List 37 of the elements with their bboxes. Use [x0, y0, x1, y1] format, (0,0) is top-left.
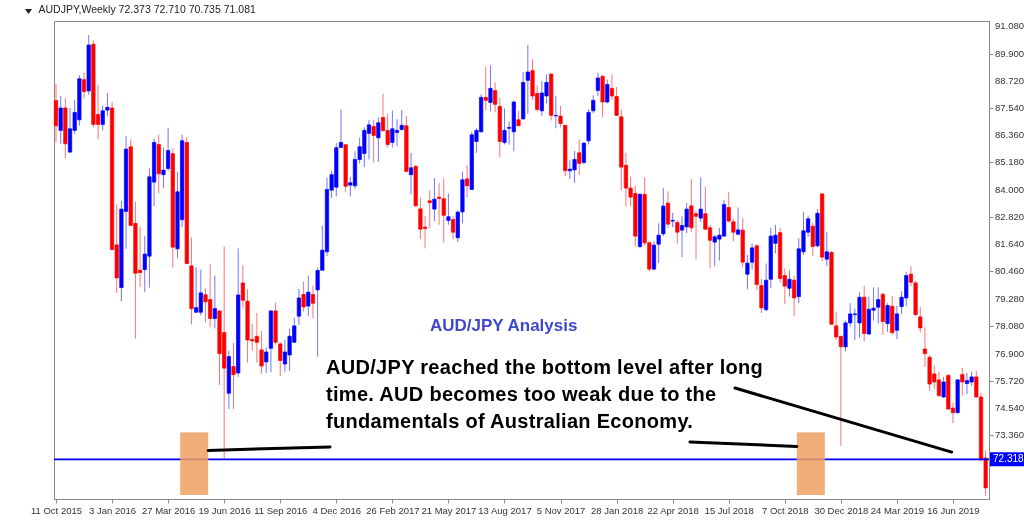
x-tick-label: 26 Feb 2017	[366, 504, 420, 516]
y-tick-label: 81.640	[995, 238, 1024, 250]
y-tick-label: 87.540	[995, 102, 1024, 114]
x-tick-label: 15 Jul 2018	[704, 504, 754, 516]
x-tick-label: 7 Oct 2018	[762, 504, 809, 516]
y-tick-label: 88.720	[995, 74, 1024, 86]
x-tick-label: 11 Oct 2015	[30, 504, 83, 516]
x-tick-label: 28 Jan 2018	[590, 504, 644, 516]
y-tick-label: 76.900	[995, 347, 1024, 359]
y-tick-label: 82.820	[995, 210, 1024, 222]
y-tick-label: 74.540	[995, 402, 1024, 414]
text: AUD/JPY Analysis	[430, 316, 578, 336]
ref-line-label: 72.318	[993, 453, 1024, 465]
x-tick-label: 27 Mar 2016	[141, 504, 196, 516]
y-tick-label: 89.900	[995, 47, 1024, 59]
y-tick-label: 73.360	[995, 429, 1024, 441]
x-tick-label: 19 Jun 2016	[198, 504, 251, 516]
x-tick-label: 22 Apr 2018	[647, 504, 699, 516]
x-tick-label: 21 May 2017	[421, 504, 477, 516]
annotation: AUD/JPY reached the bottom level after long time. AUD becomes too weak due to the fundamentals of Australian Economy.	[326, 355, 765, 434]
x-tick-label: 5 Nov 2017	[536, 504, 586, 516]
y-tick-label: 84.000	[995, 183, 1024, 195]
y-tick-label: 85.180	[995, 156, 1024, 168]
y-tick-label: 78.080	[995, 320, 1024, 332]
x-tick-label: 24 Mar 2019	[870, 504, 925, 516]
x-tick-label: 13 Aug 2017	[478, 504, 532, 516]
x-tick-label: 30 Dec 2018	[814, 504, 869, 516]
y-tick-label: 91.080	[995, 20, 1024, 32]
chart-title: AUDJPY,Weekly 72.373 72.710 70.735 71.081	[38, 2, 256, 15]
x-tick-label: 16 Jun 2019	[927, 504, 980, 516]
y-tick-label: 79.280	[995, 292, 1024, 304]
x-tick-label: 3 Jan 2016	[89, 504, 137, 516]
x-tick-label: 11 Sep 2016	[254, 504, 308, 516]
x-tick-label: 4 Dec 2016	[312, 504, 362, 516]
y-tick-label: 80.460	[995, 265, 1024, 277]
y-tick-label: 86.360	[995, 129, 1024, 141]
y-tick-label: 75.720	[995, 374, 1024, 386]
